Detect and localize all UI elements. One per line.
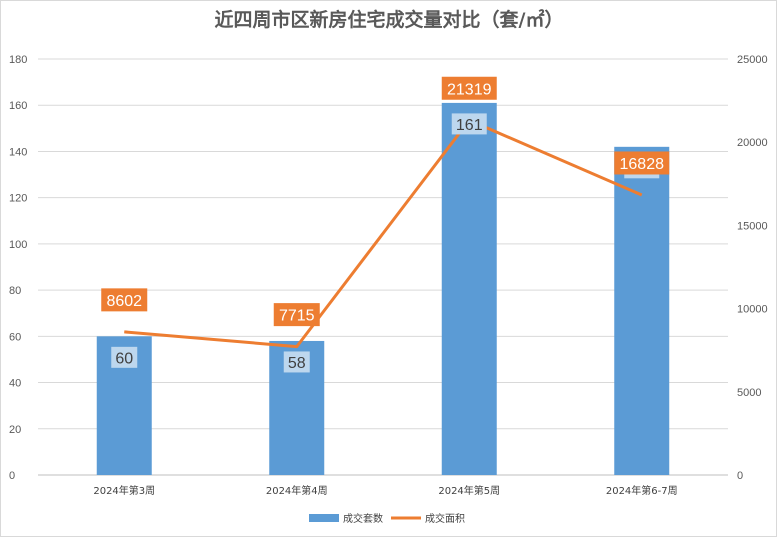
bar [441, 102, 497, 476]
right-axis-tick-label: 0 [737, 470, 743, 482]
bar-data-label: 60 [115, 350, 133, 367]
left-axis-tick-label: 180 [9, 54, 27, 66]
bar-data-label-box [283, 351, 310, 373]
bar-data-label: 58 [288, 355, 306, 372]
gridlines [38, 58, 728, 476]
line-path [124, 118, 643, 349]
x-axis: 2024年第3周 2024年第4周 2024年第5周 2024年第6-7周 [93, 484, 677, 497]
bar-data-label-box [111, 346, 138, 368]
line-data-label-box [614, 151, 670, 175]
line-data-label: 21319 [447, 81, 492, 98]
line-data-label-box [101, 288, 148, 312]
x-axis-category-label: 2024年第6-7周 [606, 484, 678, 497]
left-axis-tick-label: 0 [9, 470, 15, 482]
right-axis-tick-label: 10000 [737, 304, 768, 316]
bar-data-label: 161 [456, 117, 483, 134]
left-axis-tick-label: 60 [9, 331, 21, 343]
right-axis-tick-label: 15000 [737, 220, 768, 232]
line-data-label: 16828 [620, 156, 665, 173]
bar [614, 146, 670, 476]
x-axis-category-label: 2024年第4周 [266, 484, 328, 497]
right-axis-tick-label: 5000 [737, 387, 761, 399]
line-data-label-box [441, 76, 497, 100]
x-axis-category-label: 2024年第5周 [438, 484, 500, 497]
line-series [124, 118, 643, 349]
right-axis: 0 5000 10000 15000 20000 25000 [737, 54, 768, 482]
right-axis-tick-label: 25000 [737, 54, 768, 66]
left-axis-tick-label: 160 [9, 100, 27, 112]
left-axis-tick-label: 140 [9, 146, 27, 158]
left-axis-tick-label: 20 [9, 424, 21, 436]
bar-series [96, 102, 670, 476]
line-data-label: 8602 [106, 293, 142, 310]
chart-title: 近四周市区新房住宅成交量对比（套/㎡） [215, 8, 564, 31]
left-axis-tick-label: 120 [9, 193, 27, 205]
line-data-label-box [273, 303, 320, 327]
legend-swatch-bar [309, 514, 339, 522]
left-axis-tick-label: 40 [9, 378, 21, 390]
legend: 成交套数 成交面积 [309, 512, 465, 525]
left-axis: 0 20 40 60 80 100 120 140 160 180 [9, 54, 27, 482]
right-axis-tick-label: 20000 [737, 137, 768, 149]
x-axis-category-label: 2024年第3周 [93, 484, 155, 497]
left-axis-tick-label: 80 [9, 285, 21, 297]
left-axis-tick-label: 100 [9, 239, 27, 251]
line-data-label: 7715 [279, 308, 315, 325]
bar-data-label-box [451, 113, 487, 135]
legend-label: 成交套数 [343, 512, 383, 525]
legend-label: 成交面积 [425, 512, 465, 525]
data-labels: 6058161142860277152131916828 [101, 76, 670, 373]
